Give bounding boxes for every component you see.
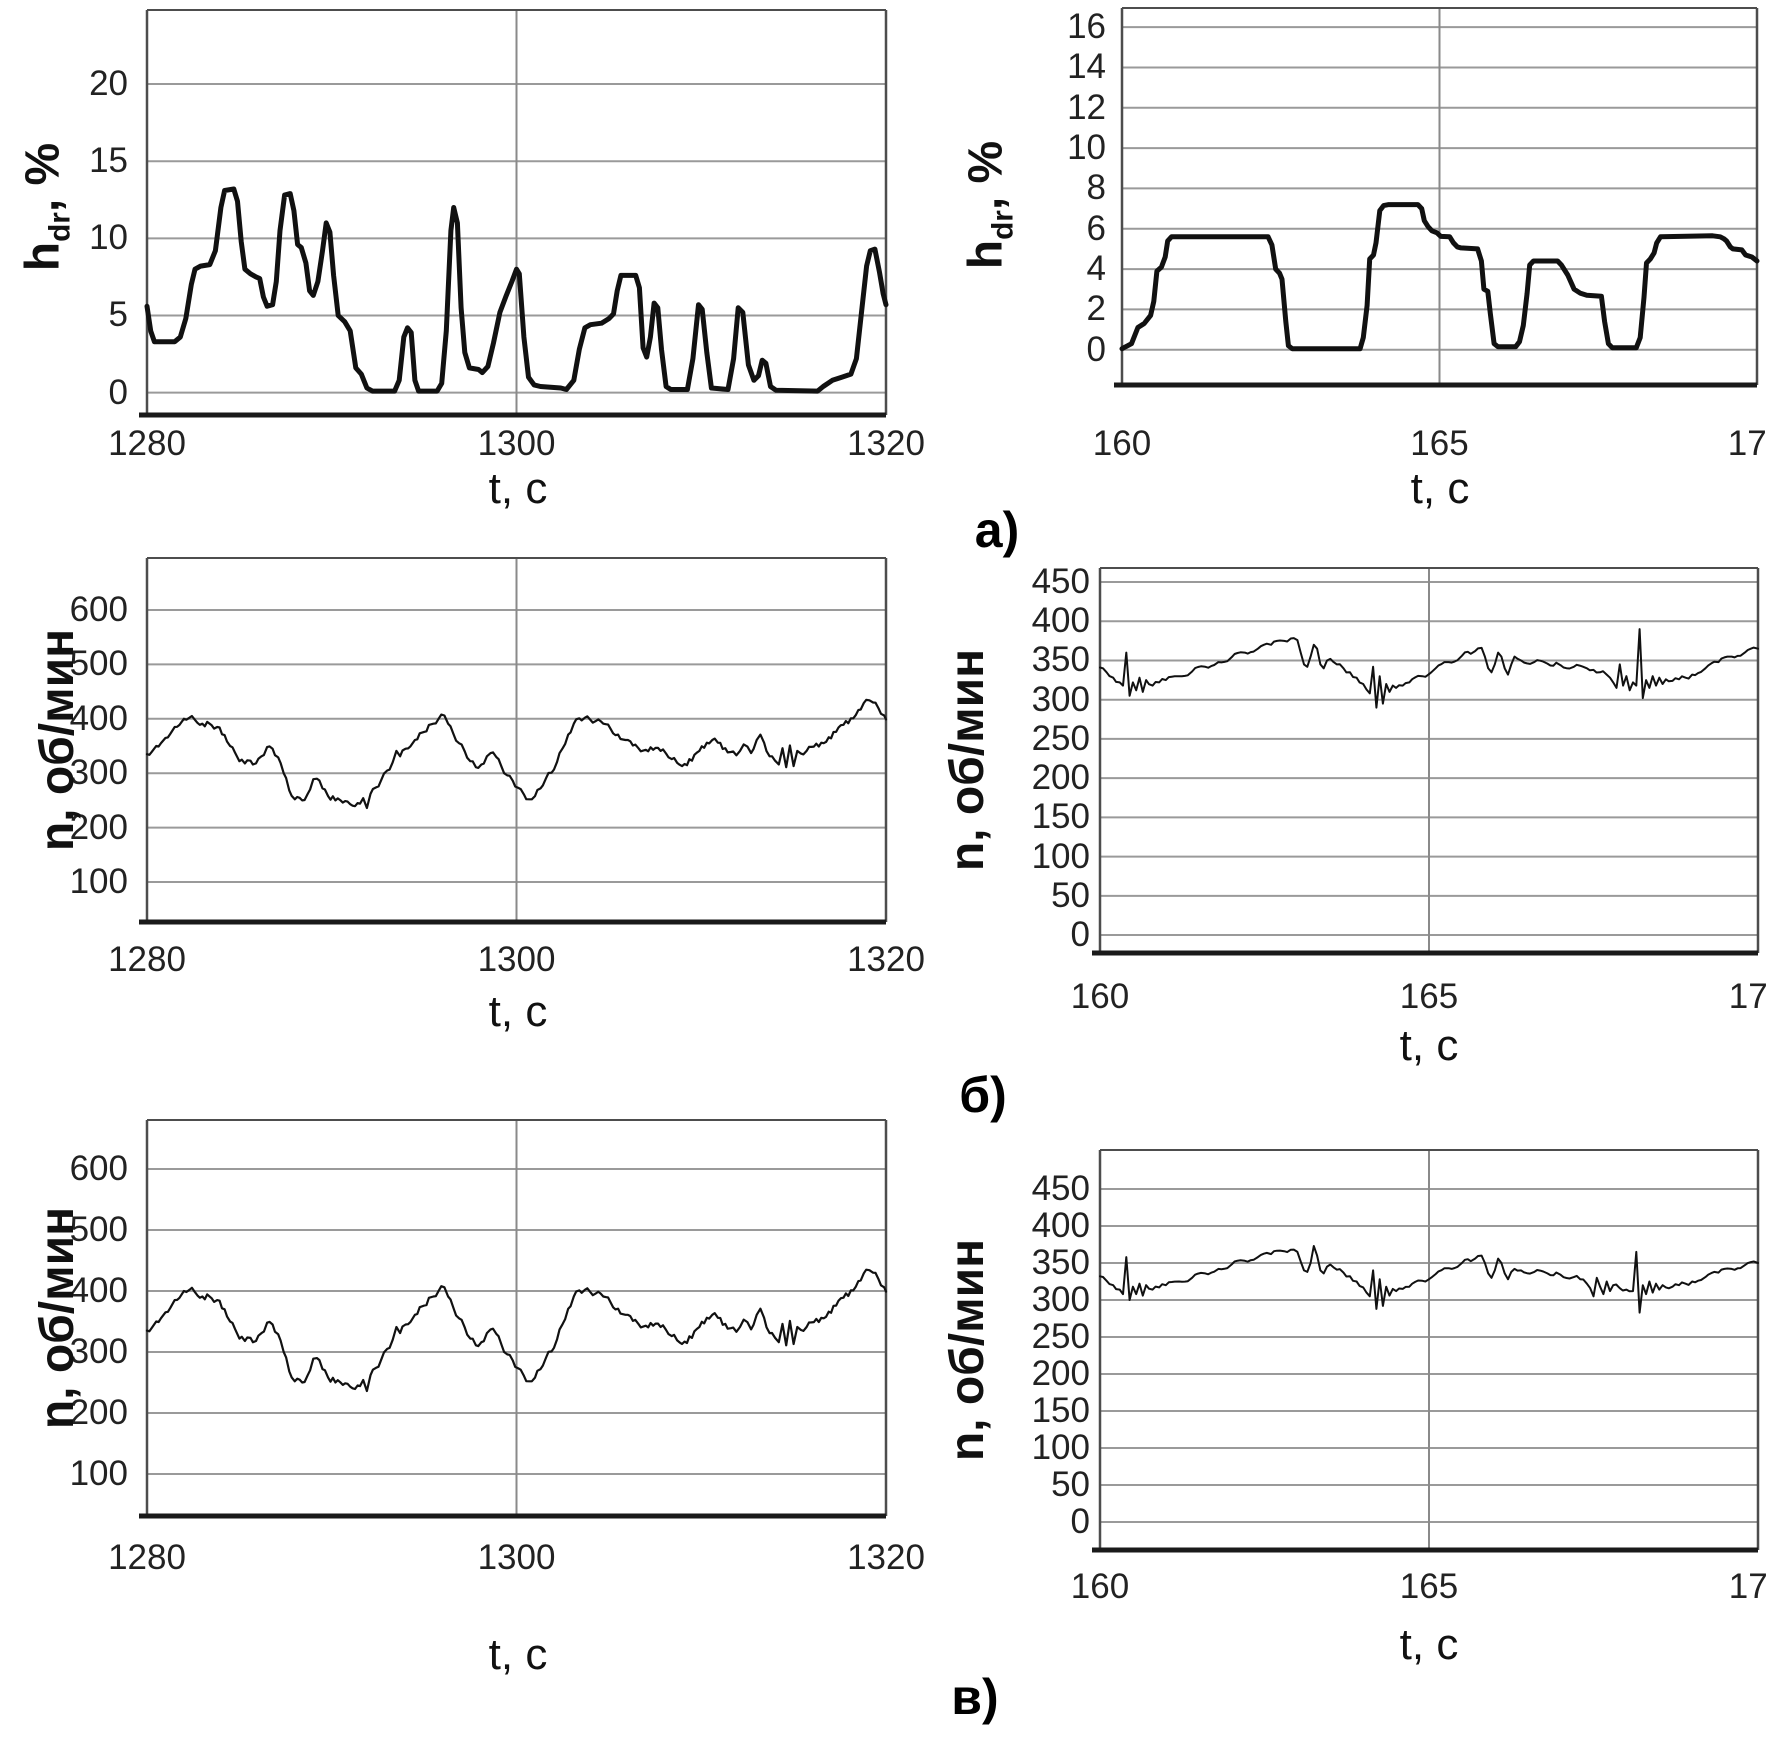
hdr-left-xtick-1280: 1280 [108,424,186,463]
n-right-b-ytick-0: 0 [1070,915,1090,955]
hdr-right-ytick-8: 8 [1086,168,1106,208]
hdr-right-ytick-10: 10 [1067,128,1106,168]
n-left-v-ytick-300: 300 [69,1331,128,1371]
n-left-b-ytick-100: 100 [69,862,128,901]
hdr-right-ytick-14: 14 [1067,47,1106,87]
n-right-v-ytick-100: 100 [1031,1428,1090,1468]
n-right-b-ytick-350: 350 [1031,640,1090,680]
n-right-b-ytick-50: 50 [1051,875,1090,915]
hdr-right-ytick-16: 16 [1067,7,1106,47]
hdr-right-xtick-165: 165 [1410,424,1469,463]
hdr-right-ytick-4: 4 [1086,249,1106,289]
hdr-right-ytick-6: 6 [1086,208,1106,248]
n-right-b-ytick-250: 250 [1031,718,1090,758]
n-right-b-ytick-100: 100 [1031,836,1090,876]
hdr-right-ytick-0: 0 [1086,329,1106,369]
n-right-v-ytick-300: 300 [1031,1280,1090,1319]
n-right-b-xtick-160: 160 [1070,977,1130,1016]
n-right-b-xtick-170: 170 [1728,977,1767,1016]
n-left-v-ytick-100: 100 [69,1453,128,1493]
row-label-v: в) [951,1669,999,1725]
n-left-v-xtick-1280: 1280 [108,1538,186,1577]
n-right-v-ytick-350: 350 [1031,1243,1090,1282]
n-left-v-ytick-500: 500 [69,1209,128,1249]
n-left-v-ytick-400: 400 [69,1270,128,1310]
row-label-b: б) [959,1067,1007,1123]
n-right-v-xtick-160: 160 [1070,1567,1130,1606]
n-left-b-ytick-400: 400 [69,698,128,738]
hdr-left-ytick-5: 5 [108,295,128,335]
hdr-right-curve [1119,202,1760,352]
n-right-b-ylabel: n, об/мин [941,648,994,872]
hdr-right-xtick-170: 170 [1727,424,1767,463]
hdr-right-ytick-2: 2 [1086,289,1106,329]
n-right-v-ytick-450: 450 [1031,1169,1090,1208]
n-left-v-xtick-1300: 1300 [477,1538,556,1577]
n-right-v-xlabel: t, с [1399,1620,1459,1669]
hdr-right-xlabel: t, с [1410,464,1470,513]
n-left-b-xlabel: t, с [488,987,548,1036]
n-left-b-ytick-500: 500 [69,644,128,684]
n-right-b-xlabel: t, с [1399,1021,1459,1070]
hdr-right-xtick-160: 160 [1092,424,1152,463]
n-right-v-ytick-150: 150 [1031,1391,1090,1431]
n-right-v-curve [1099,1245,1759,1314]
hdr-right-ytick-12: 12 [1067,87,1106,127]
n-left-b-xtick-1280: 1280 [108,940,186,979]
n-right-v-ytick-200: 200 [1031,1354,1090,1393]
row-label-a: а) [974,502,1020,558]
hdr-left-ytick-10: 10 [89,218,128,258]
n-left-b-ytick-300: 300 [69,753,128,793]
n-right-v-ytick-400: 400 [1031,1206,1090,1245]
n-left-v-ytick-600: 600 [69,1148,128,1188]
n-left-v-xtick-1320: 1320 [847,1538,925,1577]
n-right-b-ytick-300: 300 [1031,679,1090,719]
n-right-b-ytick-450: 450 [1031,562,1090,602]
hdr-right-ylabel: hdr, % [959,140,1020,270]
n-right-b-ytick-200: 200 [1031,758,1090,798]
n-right-v-ytick-0: 0 [1070,1502,1090,1542]
n-right-b-curve [1099,628,1759,709]
n-left-v-ytick-200: 200 [69,1392,128,1432]
n-left-b-ytick-200: 200 [69,807,128,847]
n-right-b-ytick-400: 400 [1031,601,1090,641]
n-left-b-xtick-1300: 1300 [477,940,556,979]
n-right-v-xtick-170: 170 [1728,1567,1767,1606]
n-left-b-ytick-600: 600 [69,590,128,629]
hdr-left-xtick-1300: 1300 [477,424,556,463]
n-right-v-xtick-165: 165 [1399,1567,1459,1606]
n-right-v-ytick-50: 50 [1051,1465,1090,1505]
hdr-left-xtick-1320: 1320 [847,424,925,463]
n-right-b-xtick-165: 165 [1399,977,1459,1016]
n-right-b-ytick-150: 150 [1031,797,1090,837]
hdr-left-ytick-0: 0 [108,372,128,412]
n-right-v-ytick-250: 250 [1031,1317,1090,1356]
hdr-left-ytick-20: 20 [89,64,128,104]
n-left-v-xlabel: t, с [488,1630,548,1679]
hdr-left-ytick-15: 15 [89,141,128,181]
hdr-left-xlabel: t, с [488,464,548,513]
n-left-b-xtick-1320: 1320 [847,940,925,979]
n-right-v-ylabel: n, об/мин [941,1238,994,1462]
